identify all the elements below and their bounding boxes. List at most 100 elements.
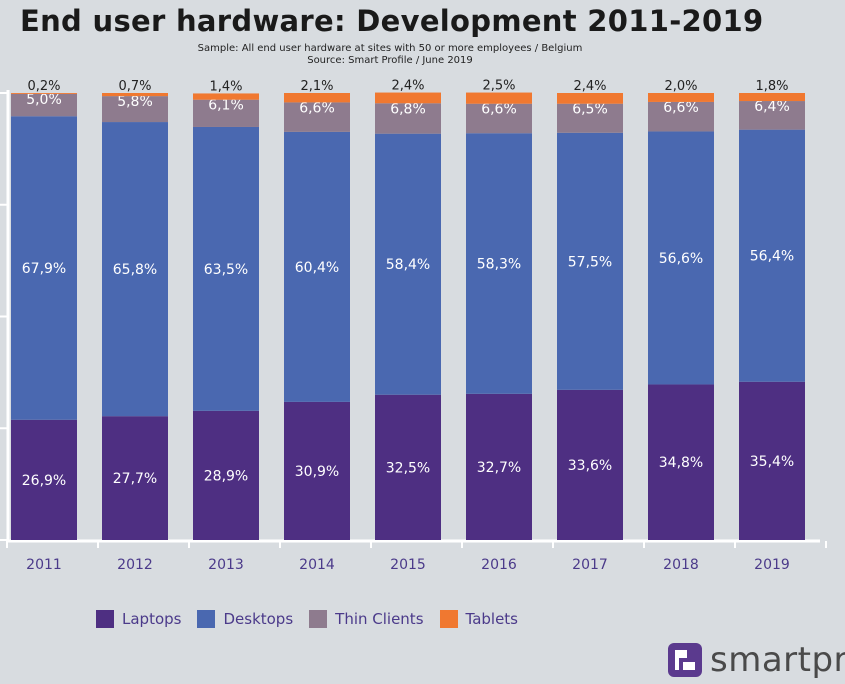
label-thin-clients-2013: 6,1% <box>208 98 244 114</box>
legend-item-desktops: Desktops <box>197 610 293 628</box>
legend-swatch-desktops <box>197 610 216 628</box>
label-laptops-2017: 33,6% <box>568 458 612 474</box>
bar-desktops-2014 <box>284 131 350 402</box>
bar-tablets-2012 <box>102 93 168 97</box>
label-thin-clients-2012: 5,8% <box>117 94 153 110</box>
x-label-2019: 2019 <box>754 557 790 573</box>
x-label-2015: 2015 <box>390 557 426 573</box>
bar-thin-clients-2011 <box>11 93 77 117</box>
bar-laptops-2015 <box>375 394 441 540</box>
stacked-bar-chart: 26,9% 67,9% 5,0%0,2% 2011 27,7% 65,8% 5,8%0,7%… <box>0 79 827 573</box>
legend-swatch-thin-clients <box>309 610 328 628</box>
logo-mark-icon <box>668 643 702 677</box>
bar-desktops-2015 <box>375 133 441 395</box>
label-tablets-2011: 0,2% <box>27 79 60 94</box>
legend-swatch-laptops <box>96 610 114 628</box>
bar-thin-clients-2016 <box>466 103 532 134</box>
label-tablets-2012: 0,7% <box>118 79 151 94</box>
bar-thin-clients-2012 <box>102 96 168 123</box>
label-laptops-2014: 30,9% <box>295 464 339 480</box>
bar-tablets-2019 <box>739 93 805 102</box>
bar-thin-clients-2019 <box>739 101 805 130</box>
legend-label-desktops: Desktops <box>223 610 294 628</box>
label-tablets-2018: 2,0% <box>664 79 697 94</box>
legend-label-laptops: Laptops <box>122 610 182 628</box>
label-tablets-2017: 2,4% <box>573 79 606 94</box>
bar-laptops-2013 <box>193 410 259 540</box>
label-desktops-2017: 57,5% <box>568 254 612 270</box>
bar-thin-clients-2018 <box>648 101 714 132</box>
bar-thin-clients-2017 <box>557 103 623 133</box>
bar-thin-clients-2015 <box>375 103 441 134</box>
bar-desktops-2017 <box>557 132 623 390</box>
smartprofile-logo: smartpro <box>668 640 845 680</box>
label-desktops-2012: 65,8% <box>113 262 157 278</box>
label-laptops-2012: 27,7% <box>113 471 157 487</box>
bar-laptops-2019 <box>739 381 805 540</box>
label-thin-clients-2016: 6,6% <box>481 102 517 118</box>
legend-item-laptops: Laptops <box>96 610 181 628</box>
legend-swatch-tablets <box>439 610 458 628</box>
logo-text: smartpro <box>710 640 845 680</box>
label-desktops-2015: 58,4% <box>386 257 430 273</box>
label-desktops-2018: 56,6% <box>659 251 703 267</box>
label-laptops-2013: 28,9% <box>204 468 248 484</box>
label-desktops-2013: 63,5% <box>204 262 248 278</box>
bar-desktops-2018 <box>648 131 714 385</box>
x-label-2017: 2017 <box>572 557 608 573</box>
label-laptops-2019: 35,4% <box>750 454 794 470</box>
bar-desktops-2019 <box>739 129 805 382</box>
label-tablets-2014: 2,1% <box>300 79 333 94</box>
chart-title: End user hardware: Development 2011-2019 <box>20 4 764 38</box>
bar-thin-clients-2014 <box>284 102 350 132</box>
bar-thin-clients-2013 <box>193 99 259 127</box>
chart-subtitle: Sample: All end user hardware at sites w… <box>180 43 600 67</box>
label-thin-clients-2019: 6,4% <box>754 99 790 115</box>
x-label-2018: 2018 <box>663 557 699 573</box>
bar-laptops-2018 <box>648 384 714 540</box>
label-thin-clients-2018: 6,6% <box>663 100 699 116</box>
bar-tablets-2017 <box>557 93 623 104</box>
bar-laptops-2017 <box>557 389 623 540</box>
x-label-2013: 2013 <box>208 557 244 573</box>
x-label-2012: 2012 <box>117 557 153 573</box>
label-thin-clients-2011: 5,0% <box>26 92 62 108</box>
label-laptops-2018: 34,8% <box>659 455 703 471</box>
label-thin-clients-2014: 6,6% <box>299 100 335 116</box>
bar-tablets-2016 <box>466 92 532 104</box>
label-desktops-2014: 60,4% <box>295 260 339 276</box>
label-thin-clients-2017: 6,5% <box>572 102 608 118</box>
bar-tablets-2011 <box>11 93 77 94</box>
label-desktops-2011: 67,9% <box>22 261 66 277</box>
label-desktops-2019: 56,4% <box>750 249 794 265</box>
bar-laptops-2012 <box>102 416 168 540</box>
x-label-2016: 2016 <box>481 557 517 573</box>
x-label-2014: 2014 <box>299 557 335 573</box>
bar-desktops-2012 <box>102 122 168 417</box>
label-laptops-2015: 32,5% <box>386 460 430 476</box>
bar-laptops-2014 <box>284 401 350 540</box>
label-tablets-2016: 2,5% <box>482 79 515 94</box>
legend-label-tablets: Tablets <box>465 610 519 628</box>
label-tablets-2019: 1,8% <box>755 79 788 94</box>
bar-desktops-2011 <box>11 116 77 420</box>
subtitle-source: Source: Smart Profile / June 2019 <box>307 55 473 66</box>
bar-tablets-2018 <box>648 93 714 102</box>
bar-desktops-2016 <box>466 133 532 394</box>
label-thin-clients-2015: 6,8% <box>390 101 426 117</box>
label-tablets-2013: 1,4% <box>209 79 242 94</box>
bar-tablets-2013 <box>193 93 259 100</box>
bar-laptops-2016 <box>466 393 532 540</box>
label-tablets-2015: 2,4% <box>391 79 424 94</box>
label-desktops-2016: 58,3% <box>477 257 521 273</box>
bar-tablets-2014 <box>284 93 350 103</box>
bar-laptops-2011 <box>11 419 77 540</box>
bar-desktops-2013 <box>193 126 259 411</box>
legend: Laptops Desktops Thin Clients Tablets <box>96 610 534 628</box>
legend-label-thin-clients: Thin Clients <box>335 610 424 628</box>
legend-item-tablets: Tablets <box>439 610 519 628</box>
label-laptops-2016: 32,7% <box>477 460 521 476</box>
label-laptops-2011: 26,9% <box>22 473 66 489</box>
subtitle-sample: Sample: All end user hardware at sites w… <box>197 43 583 54</box>
bar-tablets-2015 <box>375 92 441 104</box>
